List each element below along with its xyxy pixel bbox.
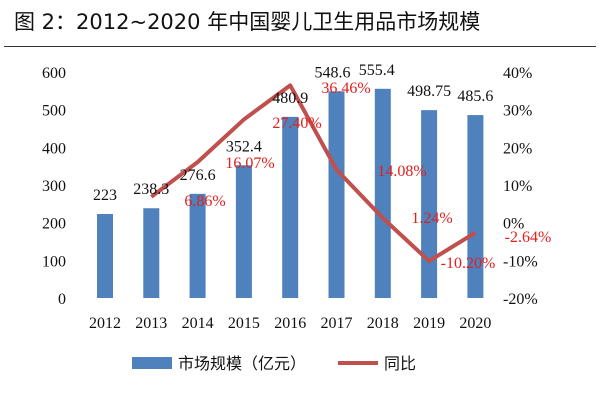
right-axis-tick: 10% — [503, 178, 532, 195]
title-divider — [4, 46, 596, 47]
x-axis-tick: 2017 — [321, 315, 353, 332]
bar — [328, 91, 345, 299]
line-data-label: 6.86% — [184, 193, 225, 210]
line-data-label: -10.20% — [441, 255, 496, 272]
x-axis-tick: 2014 — [182, 315, 214, 332]
bar-data-label: 485.6 — [457, 88, 493, 105]
line-data-label: -2.64% — [505, 229, 552, 246]
legend-swatch-bar — [132, 357, 172, 369]
bar-data-label: 276.6 — [180, 167, 216, 184]
left-axis-tick: 0 — [58, 291, 66, 308]
bar-data-label: 352.4 — [226, 138, 262, 155]
line-data-label: 27.40% — [272, 115, 321, 132]
bar — [143, 208, 160, 298]
bar — [97, 214, 113, 298]
x-axis-tick: 2019 — [413, 315, 445, 332]
chart-title: 图 2：2012~2020 年中国婴儿卫生用品市场规模 — [14, 10, 481, 34]
x-axis-tick: 2018 — [367, 315, 399, 332]
bar-data-label: 548.6 — [315, 64, 351, 81]
left-axis-tick: 100 — [42, 253, 66, 270]
right-axis-tick: -10% — [503, 253, 538, 270]
left-axis-tick: 400 — [42, 140, 66, 157]
bar — [374, 88, 391, 298]
right-axis-tick: 0% — [503, 216, 524, 233]
left-axis-tick: 200 — [42, 216, 66, 233]
line-data-label: 1.24% — [411, 210, 452, 227]
bar — [235, 165, 252, 298]
legend-label-bar: 市场规模（亿元） — [178, 355, 306, 373]
right-axis-tick: 30% — [503, 103, 532, 120]
left-axis-tick: 600 — [42, 65, 66, 82]
yoy-line — [150, 83, 477, 264]
x-axis-tick: 2015 — [228, 315, 260, 332]
line-data-label: 16.07% — [225, 155, 274, 172]
bar — [421, 110, 438, 298]
x-axis-tick: 2013 — [135, 315, 167, 332]
bar — [189, 193, 206, 298]
bar-data-label: 238.3 — [133, 181, 169, 198]
bar — [282, 116, 299, 299]
left-axis-tick: 300 — [42, 178, 66, 195]
x-axis-tick: 2012 — [89, 315, 121, 332]
bar-data-label: 555.4 — [359, 62, 395, 79]
bar-data-label: 480.9 — [272, 90, 308, 107]
bar — [467, 115, 484, 298]
line-data-label: 14.08% — [377, 163, 426, 180]
x-axis-tick: 2020 — [459, 315, 491, 332]
right-axis-tick: -20% — [503, 291, 538, 308]
legend-label-line: 同比 — [384, 355, 416, 373]
bar-data-label: 223 — [93, 187, 117, 204]
right-axis-tick: 20% — [503, 140, 532, 157]
line-data-label: 36.46% — [321, 80, 370, 97]
bar-data-label: 498.75 — [407, 83, 451, 100]
left-axis-tick: 500 — [42, 103, 66, 120]
right-axis-tick: 40% — [503, 65, 532, 82]
x-axis-tick: 2016 — [274, 315, 306, 332]
